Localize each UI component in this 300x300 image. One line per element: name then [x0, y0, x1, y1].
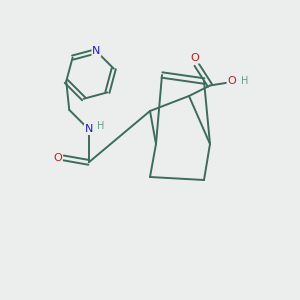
Text: N: N — [92, 46, 100, 56]
Text: H: H — [97, 121, 104, 131]
Text: N: N — [85, 124, 93, 134]
Text: O: O — [53, 153, 62, 163]
Text: O: O — [227, 76, 236, 86]
Text: O: O — [190, 53, 200, 63]
Text: H: H — [241, 76, 248, 86]
